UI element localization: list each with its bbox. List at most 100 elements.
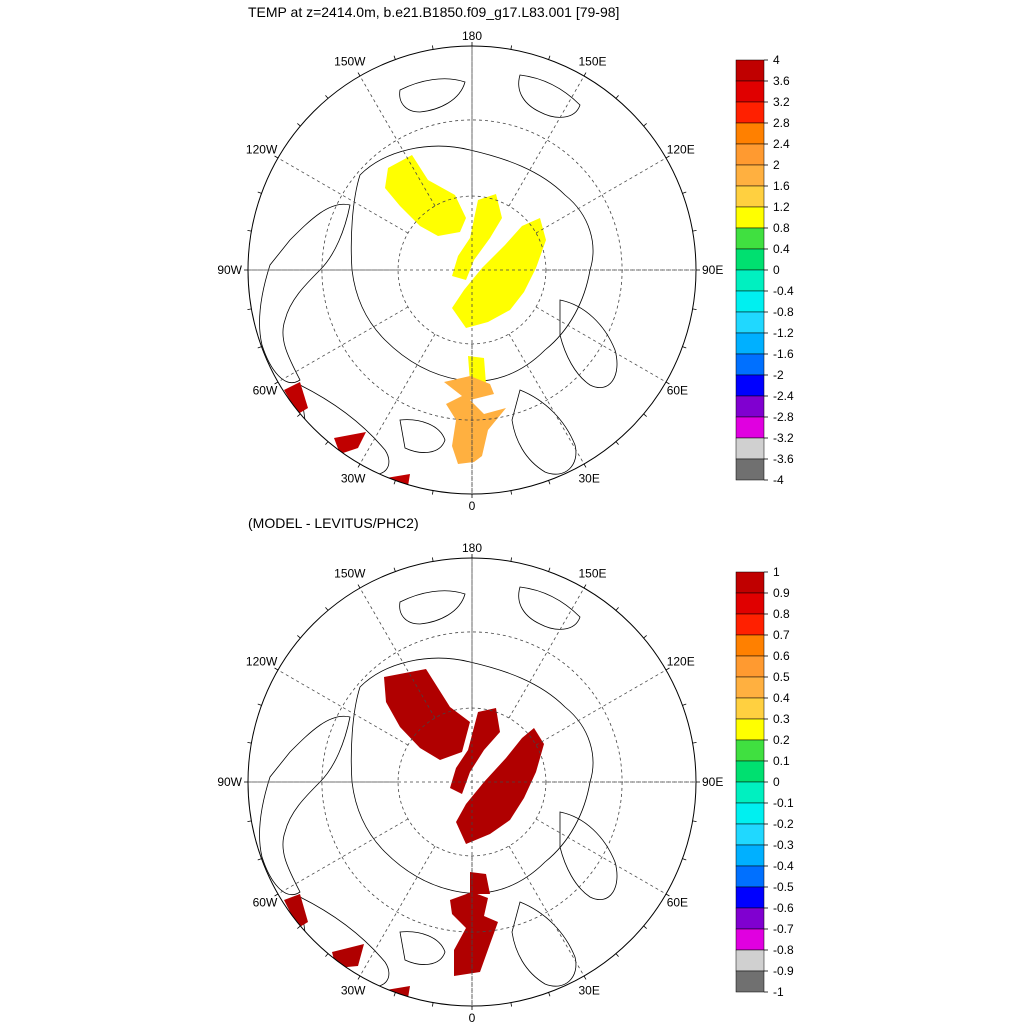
boundary-tick xyxy=(393,992,396,997)
colorbar-swatch xyxy=(735,458,765,481)
longitude-label: 30W xyxy=(341,984,366,998)
map-content xyxy=(248,46,696,494)
colorbar-swatch xyxy=(735,374,765,397)
longitude-label: 120W xyxy=(246,655,278,669)
longitude-label: 0 xyxy=(469,1011,476,1024)
longitude-label: 120E xyxy=(667,143,695,157)
colorbar-swatch xyxy=(735,886,765,909)
boundary-tick xyxy=(643,413,647,417)
boundary-tick xyxy=(257,191,262,194)
longitude-label: 60E xyxy=(667,896,688,910)
boundary-tick xyxy=(274,667,279,671)
boundary-tick xyxy=(665,381,670,385)
colorbar-swatch xyxy=(735,739,765,762)
colorbar-tick-label: -4 xyxy=(773,473,784,487)
colorbar-swatch xyxy=(735,206,765,229)
colorbar-swatch xyxy=(735,185,765,208)
top-panel-title: TEMP at z=2414.0m, b.e21.B1850.f09_g17.L… xyxy=(248,4,620,20)
colorbar-tick-label: -0.8 xyxy=(773,305,794,319)
boundary-tick xyxy=(257,346,262,349)
boundary-tick xyxy=(247,742,252,744)
colorbar-tick-label: -3.6 xyxy=(773,452,794,466)
boundary-tick xyxy=(432,557,434,562)
difference-region xyxy=(456,728,544,844)
boundary-tick xyxy=(297,413,301,417)
coastline xyxy=(559,299,618,388)
boundary-tick xyxy=(297,635,301,639)
colorbar-tick-label: -0.1 xyxy=(773,796,794,810)
colorbar-tick-label: -2 xyxy=(773,368,784,382)
boundary-tick xyxy=(682,346,687,349)
longitude-label: 0 xyxy=(469,499,476,512)
map-content xyxy=(248,558,696,1006)
boundary-tick xyxy=(548,567,551,572)
colorbar-swatch xyxy=(735,907,765,930)
colorbar-tick-label: 0 xyxy=(773,263,780,277)
colorbar-tick-label: -2.8 xyxy=(773,410,794,424)
boundary-tick xyxy=(643,123,647,127)
boundary-tick xyxy=(615,607,619,611)
boundary-tick xyxy=(548,992,551,997)
colorbar-swatch xyxy=(735,248,765,271)
colorbar-tick-label: -0.9 xyxy=(773,964,794,978)
boundary-tick xyxy=(247,230,252,232)
colorbar-swatch xyxy=(735,395,765,418)
colorbar-tick-label: 0.7 xyxy=(773,628,790,642)
meridian-line xyxy=(535,818,667,895)
longitude-label: 180 xyxy=(462,541,482,555)
meridian-line xyxy=(535,157,667,234)
boundary-tick xyxy=(274,893,279,897)
colorbar-tick-label: 2.4 xyxy=(773,137,790,151)
colorbar-tick-label: -0.2 xyxy=(773,817,794,831)
colorbar-swatch xyxy=(735,332,765,355)
boundary-tick xyxy=(665,667,670,671)
boundary-tick xyxy=(297,123,301,127)
colorbar-tick-label: 4 xyxy=(773,53,780,67)
boundary-tick xyxy=(692,308,697,310)
warm-anomaly-region xyxy=(444,376,506,464)
coastline xyxy=(299,896,390,987)
colorbar-swatch xyxy=(735,437,765,460)
boundary-tick xyxy=(325,607,329,611)
boundary-tick xyxy=(257,703,262,706)
colorbar-swatch xyxy=(735,634,765,657)
boundary-tick xyxy=(274,155,279,159)
longitude-label: 150W xyxy=(334,566,366,580)
longitude-label: 90E xyxy=(702,263,723,277)
coastline xyxy=(559,811,618,900)
coastline xyxy=(399,78,466,113)
colorbar-tick-label: -0.3 xyxy=(773,838,794,852)
coastline xyxy=(518,586,581,630)
bottom-colorbar: 1 0.9 0.8 0.7 0.6 0.5 0.4 0.3 0.2 0.1 0 -0.1 -0.2 -0.… xyxy=(735,565,794,999)
colorbar-swatch xyxy=(735,844,765,867)
colorbar-swatch xyxy=(735,781,765,804)
boundary-tick xyxy=(692,820,697,822)
colorbar-tick-label: -0.4 xyxy=(773,284,794,298)
colorbar-swatch xyxy=(735,290,765,313)
coastline xyxy=(511,901,577,987)
difference-region xyxy=(384,669,470,760)
boundary-tick xyxy=(510,557,512,562)
colorbar-tick-label: -1.2 xyxy=(773,326,794,340)
colorbar-tick-label: -0.8 xyxy=(773,943,794,957)
meridian-line xyxy=(359,75,436,207)
colorbar-swatch xyxy=(735,164,765,187)
difference-region xyxy=(450,892,498,976)
colorbar-tick-label: 0.8 xyxy=(773,221,790,235)
boundary-tick xyxy=(548,480,551,485)
colorbar-tick-label: 0.4 xyxy=(773,691,790,705)
meridian-line xyxy=(277,157,409,234)
colorbar-swatch xyxy=(735,571,765,594)
colorbar-swatch xyxy=(735,949,765,972)
coastline xyxy=(299,384,390,475)
boundary-tick xyxy=(432,1002,434,1007)
colorbar-swatch xyxy=(735,760,765,783)
boundary-tick xyxy=(615,95,619,99)
longitude-label: 60W xyxy=(253,384,278,398)
boundary-tick xyxy=(583,72,587,77)
boundary-tick xyxy=(247,308,252,310)
boundary-tick xyxy=(510,490,512,495)
colorbar-tick-label: 0.5 xyxy=(773,670,790,684)
colorbar-swatch xyxy=(735,59,765,82)
